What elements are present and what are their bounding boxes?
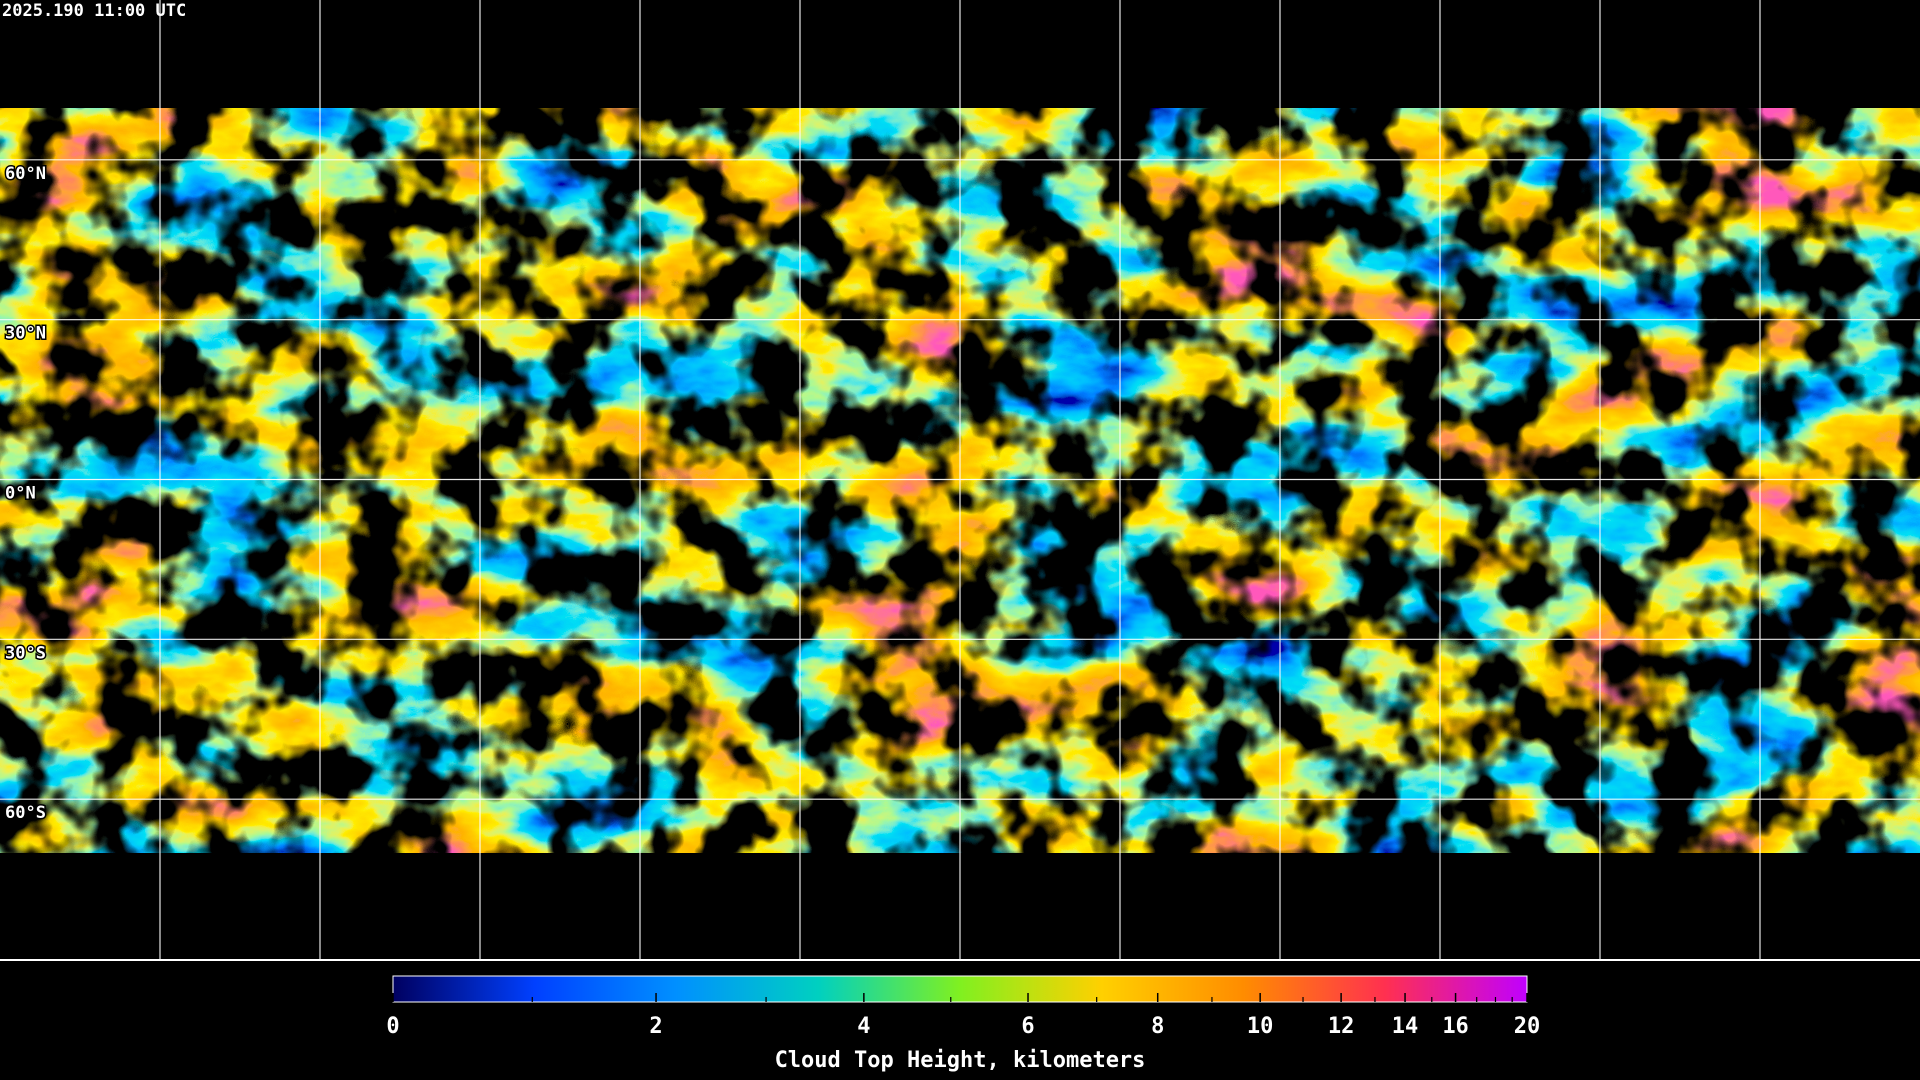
colorbar-tick-label: 12: [1328, 1014, 1355, 1039]
parallel-label: 0°N: [5, 484, 36, 504]
colorbar-tick-label: 14: [1392, 1014, 1419, 1039]
colorbar-label: Cloud Top Height, kilometers: [775, 1048, 1146, 1073]
map-border: [0, 959, 1920, 961]
parallel-label: 30°N: [5, 324, 46, 344]
colorbar-tick-label: 8: [1151, 1014, 1164, 1039]
colorbar: [392, 975, 1528, 1003]
parallel-label: 60°S: [5, 803, 46, 823]
colorbar-tick-label: 10: [1247, 1014, 1274, 1039]
colorbar-tick-label: 0: [386, 1014, 399, 1039]
graticule: [0, 0, 1920, 959]
colorbar-tick-label: 4: [857, 1014, 870, 1039]
parallel-label: 60°N: [5, 164, 46, 184]
colorbar-tick-label: 2: [649, 1014, 662, 1039]
colorbar-tick-label: 20: [1514, 1014, 1541, 1039]
parallel-label: 30°S: [5, 643, 46, 663]
colorbar-tick-label: 16: [1442, 1014, 1469, 1039]
colorbar-tick-label: 6: [1021, 1014, 1034, 1039]
timestamp: 2025.190 11:00 UTC: [2, 1, 186, 21]
